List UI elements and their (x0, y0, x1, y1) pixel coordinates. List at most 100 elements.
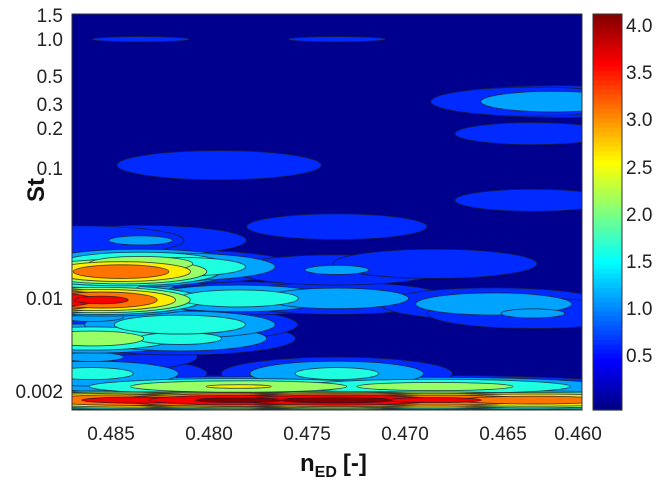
colorbar-swatch (593, 47, 622, 53)
colorbar-swatch (593, 70, 622, 76)
colorbar-swatch (593, 372, 622, 378)
colorbar-swatch (593, 325, 622, 331)
colorbar-swatch (593, 292, 622, 298)
colorbar-frame (592, 13, 623, 411)
colorbar-swatch (593, 136, 622, 142)
contour-region (480, 90, 582, 113)
y-tick-label: 0.3 (37, 95, 63, 116)
contour-region (178, 289, 299, 308)
colorbar-swatch (593, 94, 622, 100)
colorbar-tick-label: 2.5 (626, 158, 652, 179)
contour-region (116, 150, 322, 181)
colorbar-swatch (593, 344, 622, 350)
colorbar-swatch (593, 113, 622, 119)
colorbar-swatch (593, 301, 622, 307)
colorbar-swatch (593, 98, 622, 105)
colorbar-swatch (593, 188, 622, 194)
x-axis-title-subscript: ED (315, 464, 337, 481)
colorbar-swatch (593, 306, 622, 312)
colorbar-swatch (593, 235, 622, 241)
contour-region (72, 351, 124, 363)
colorbar-tick-label: 4.0 (626, 16, 652, 37)
colorbar-swatch (593, 28, 622, 34)
colorbar-swatch (593, 37, 622, 43)
y-tick-label: 1.5 (37, 6, 63, 27)
colorbar-swatch (593, 155, 622, 161)
contour-region (74, 295, 129, 305)
y-axis: 1.5 1.0 0.5 0.3 0.2 0.1 0.01 0.002 (15, 6, 63, 403)
colorbar-swatch (593, 296, 622, 303)
colorbar-swatch (593, 311, 622, 317)
contour-region (287, 36, 386, 43)
contour-region (388, 397, 482, 404)
contour-region (332, 248, 538, 279)
colorbar-swatch (593, 42, 622, 48)
colorbar-swatch (593, 14, 622, 20)
colorbar-swatch (593, 197, 622, 204)
colorbar-swatch (593, 179, 622, 185)
colorbar-tick-label: 1.0 (626, 299, 652, 320)
contour-region (205, 384, 272, 389)
x-axis: 0.485 0.480 0.475 0.470 0.465 0.460 (87, 424, 602, 445)
colorbar-tick-label: 1.5 (626, 252, 652, 273)
colorbar-tick-label: 0.5 (626, 346, 652, 367)
colorbar-swatch (593, 249, 622, 256)
contour-region (454, 188, 582, 212)
y-tick-label: 0.5 (37, 67, 63, 88)
colorbar-tick-label: 3.0 (626, 110, 652, 131)
colorbar-swatch (593, 278, 622, 284)
colorbar-swatch (593, 334, 622, 340)
y-tick-label: 0.002 (15, 382, 63, 403)
colorbar-swatch (593, 362, 622, 369)
colorbar-swatch (593, 65, 622, 72)
x-tick-label: 0.465 (479, 424, 527, 445)
colorbar-swatch (593, 169, 622, 175)
colorbar-swatch (593, 391, 622, 397)
colorbar-swatch (593, 367, 622, 373)
contour-region (500, 308, 566, 319)
contour-region (194, 397, 283, 403)
contour-region (454, 122, 582, 146)
colorbar-gradient (593, 14, 622, 411)
y-axis-title: St (23, 178, 50, 202)
contour-region (113, 314, 246, 335)
colorbar-swatch (593, 160, 622, 166)
colorbar-swatch (593, 216, 622, 223)
colorbar-swatch (593, 164, 622, 171)
x-axis-title-main: n (300, 450, 315, 477)
colorbar-swatch (593, 353, 622, 359)
colorbar-swatch (593, 122, 622, 128)
contour-region (108, 235, 174, 246)
colorbar-swatch (593, 395, 622, 402)
plot-area (71, 13, 583, 411)
colorbar-swatch (593, 245, 622, 251)
colorbar-swatch (593, 108, 622, 114)
x-tick-label: 0.480 (185, 424, 233, 445)
colorbar-swatch (593, 273, 622, 279)
x-tick-label: 0.470 (381, 424, 429, 445)
colorbar-swatch (593, 386, 622, 392)
contour-region (304, 264, 370, 275)
colorbar-swatch (593, 131, 622, 138)
contour-region (281, 396, 393, 404)
colorbar-swatch (593, 183, 622, 190)
contour-region (91, 36, 190, 43)
colorbar-swatch (593, 56, 622, 62)
colorbar-swatch (593, 348, 622, 355)
colorbar-swatch (593, 315, 622, 322)
colorbar-swatch (593, 146, 622, 152)
y-tick-label: 0.1 (37, 159, 63, 180)
colorbar-swatch (593, 212, 622, 218)
colorbar-swatch (593, 75, 622, 81)
contour-region (246, 213, 428, 241)
colorbar-swatch (593, 287, 622, 293)
colorbar-tick-label: 3.5 (626, 63, 652, 84)
x-axis-title: nED [-] (300, 450, 367, 481)
colorbar-swatch (593, 358, 622, 364)
colorbar: 4.0 3.5 3.0 2.5 2.0 1.5 1.0 0.5 (592, 13, 652, 411)
colorbar-swatch (593, 202, 622, 208)
colorbar-swatch (593, 339, 622, 345)
y-tick-label: 1.0 (37, 30, 63, 51)
colorbar-swatch (593, 230, 622, 237)
